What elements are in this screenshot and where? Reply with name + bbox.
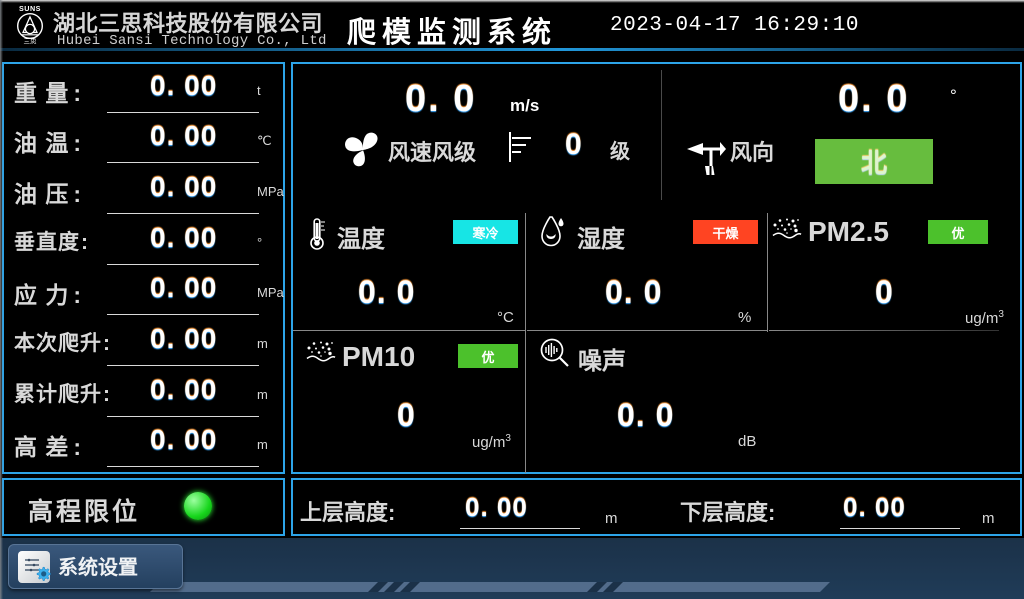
svg-text:SUNS: SUNS bbox=[19, 4, 41, 13]
svg-text:三思: 三思 bbox=[24, 38, 38, 45]
